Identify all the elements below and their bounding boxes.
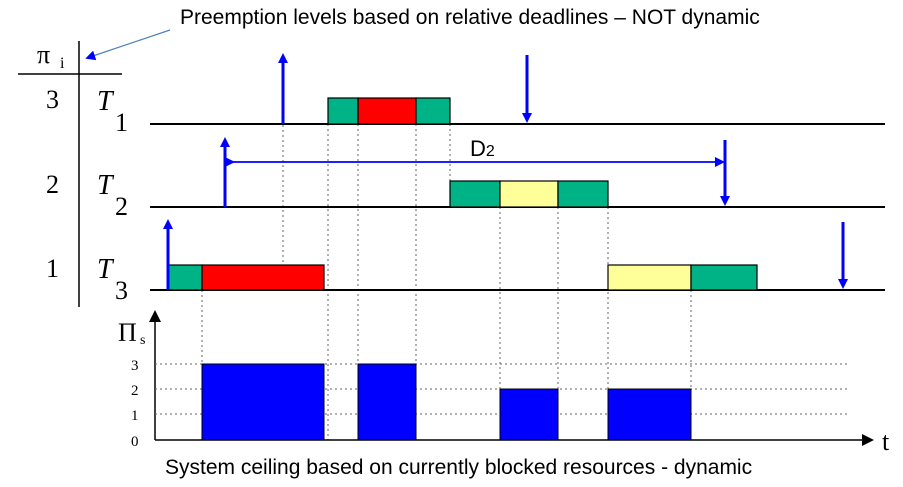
ceiling-bar-1 [201, 363, 325, 441]
ceiling-tick-3: 3 [131, 358, 139, 374]
t2-block-yellow [499, 180, 559, 208]
t3-block-green-2 [690, 264, 758, 291]
task-3-sub: 3 [115, 276, 128, 305]
t3-block-green-1 [167, 264, 203, 291]
t2-block-green-1 [449, 180, 501, 208]
task-2-name: T [97, 170, 115, 201]
t2-block-green-2 [557, 180, 609, 208]
t1-block-red [357, 97, 417, 125]
title-bottom: System ceiling based on currently blocke… [165, 456, 752, 479]
pi-header-subscript: i [60, 55, 65, 72]
t3-block-red [201, 264, 325, 291]
time-axis-label: t [882, 427, 890, 456]
level-2: 2 [46, 170, 59, 199]
ceiling-bar-2 [357, 363, 417, 441]
t1-block-green-2 [415, 97, 451, 125]
task-3-name: T [97, 254, 115, 285]
ceiling-tick-2: 2 [131, 383, 139, 399]
title-top: Preemption levels based on relative dead… [180, 6, 760, 29]
level-1: 1 [46, 254, 59, 283]
level-3: 3 [46, 85, 59, 114]
ceiling-axis-symbol: Π [118, 318, 137, 347]
t1-block-green-1 [327, 97, 359, 125]
ceiling-bar-3 [499, 388, 559, 441]
pi-header-symbol: π [37, 40, 50, 69]
t3-block-yellow [607, 264, 692, 291]
task-1-sub: 1 [115, 108, 128, 137]
ceiling-tick-1: 1 [131, 408, 139, 424]
task-2-sub: 2 [115, 192, 128, 221]
ceiling-bar-4 [607, 388, 692, 441]
ceiling-tick-0: 0 [131, 434, 139, 450]
ceiling-axis-subscript: s [140, 333, 145, 348]
title-pointer-arrow [85, 29, 171, 61]
task-1-name: T [97, 86, 115, 117]
d2-label: D2 [470, 136, 495, 161]
